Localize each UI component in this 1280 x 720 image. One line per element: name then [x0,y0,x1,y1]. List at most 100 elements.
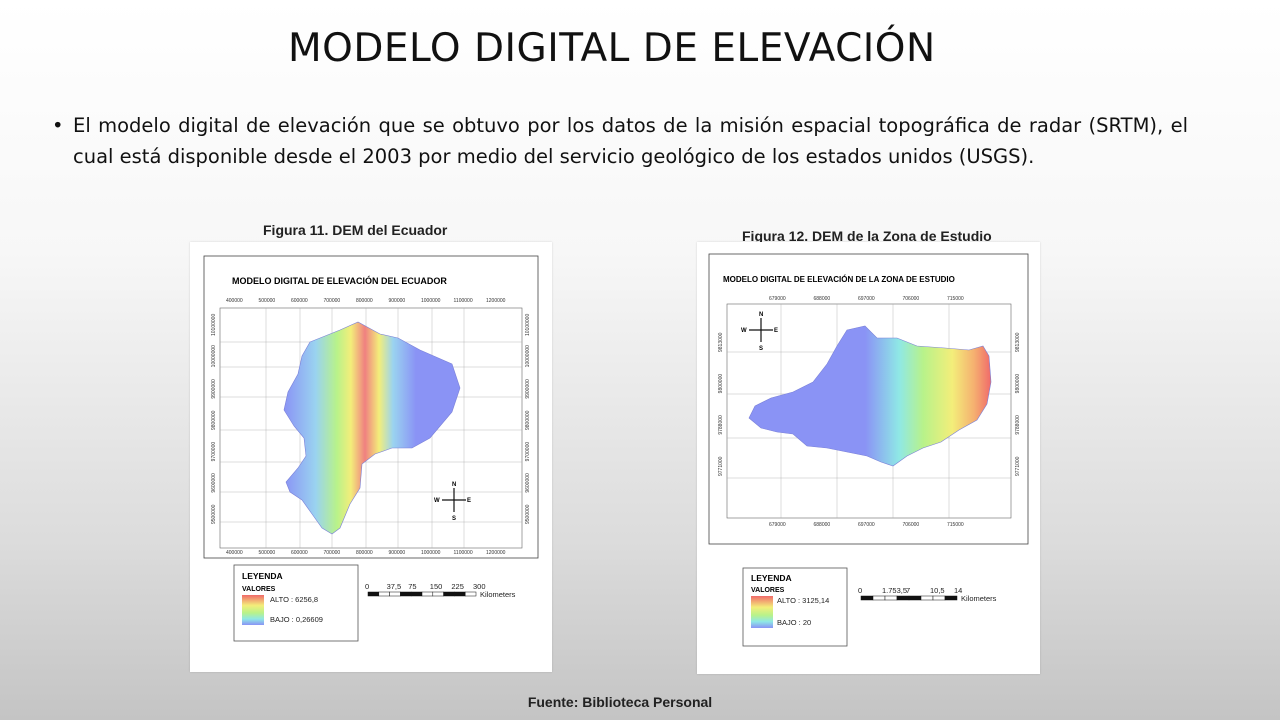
scale-tick-label: 7 [906,586,910,595]
bullet-paragraph: • El modelo digital de elevación que se … [52,110,1188,172]
svg-text:S: S [452,516,456,522]
x-tick-label: 600000 [291,550,308,556]
scale-bar-segment [421,591,434,597]
map-title: MODELO DIGITAL DE ELEVACIÓN DEL ECUADOR [232,275,447,286]
y-tick-label: 9700000 [525,442,531,462]
y-tick-label: 9500000 [211,504,217,524]
study-zone-dem-shape [748,325,992,467]
scale-bar-segment [443,591,455,597]
x-tick-label: 900000 [389,550,406,556]
x-tick-label: 697000 [858,296,875,302]
x-tick-label: 400000 [226,550,243,556]
svg-text:LEYENDA: LEYENDA [242,571,283,581]
x-tick-label: 706000 [903,296,920,302]
scale-bar-segment [400,591,412,597]
scale-tick-label: 0 [365,582,369,591]
figure-12-image: MODELO DIGITAL DE ELEVACIÓN DE LA ZONA D… [697,242,1040,674]
y-tick-label: 10000000 [211,345,217,367]
figure-11-caption: Figura 11. DEM del Ecuador [263,222,448,238]
scale-tick-label: 75 [408,582,416,591]
x-tick-label: 679000 [769,522,786,528]
y-tick-label: 9800000 [525,410,531,430]
y-tick-label: 9600000 [525,473,531,493]
source-note: Fuente: Biblioteca Personal [527,694,713,710]
svg-text:VALORES: VALORES [751,587,785,594]
slide-title: MODELO DIGITAL DE ELEVACIÓN [288,26,936,71]
x-tick-label: 688000 [814,296,831,302]
scale-bar-segment [932,595,946,601]
scale-tick-label: 14 [954,586,962,595]
scale-tick-label: 10,5 [930,586,945,595]
scale-bar-segment [378,591,390,597]
y-tick-label: 9771000 [1015,456,1021,476]
x-ticks-bottom: 400000 500000 600000 700000 800000 900000 1000… [226,550,506,556]
y-tick-label: 9813000 [1015,332,1021,352]
scale-tick-label: 300 [473,582,486,591]
scale-bar-segment [410,591,423,597]
compass-rose-icon: N S E W [741,312,778,352]
svg-text:ALTO : 3125,14: ALTO : 3125,14 [777,596,829,605]
y-tick-label: 9900000 [211,379,217,399]
y-tick-label: 10000000 [525,345,531,367]
map-title: MODELO DIGITAL DE ELEVACIÓN DE LA ZONA D… [723,275,955,284]
figure-12-caption: Figura 12. DEM de la Zona de Estudio [742,228,992,244]
x-tick-label: 679000 [769,296,786,302]
x-tick-label: 800000 [356,550,373,556]
svg-text:LEYENDA: LEYENDA [751,573,792,583]
y-tick-label: 9788000 [718,415,724,435]
x-tick-label: 800000 [356,298,373,304]
y-tick-label: 9500000 [525,504,531,524]
scale-unit-label: Kilometers [961,594,997,603]
y-tick-label: 9600000 [211,473,217,493]
x-ticks-top: 679000 688000 697000 706000 715000 [769,296,964,302]
svg-text:W: W [434,498,440,504]
compass-rose-icon: N S E W [434,482,471,522]
x-tick-label: 1000000 [421,298,441,304]
x-tick-label: 600000 [291,298,308,304]
x-tick-label: 697000 [858,522,875,528]
scale-tick-label: 1.753,5 [882,586,907,595]
bullet-dot-icon: • [52,114,64,137]
svg-text:E: E [467,498,471,504]
y-tick-label: 9800000 [211,410,217,430]
scale-bar-segment [908,595,922,601]
legend-color-ramp [751,596,773,628]
scale-bar-segment [944,595,958,601]
scale-bar-segment [432,591,444,597]
svg-text:BAJO : 20: BAJO : 20 [777,618,811,627]
y-tick-label: 9900000 [525,379,531,399]
x-tick-label: 706000 [903,522,920,528]
x-tick-label: 400000 [226,298,243,304]
legend-color-ramp [242,595,264,625]
scale-bar-segment [367,591,380,597]
y-tick-label: 9788000 [1015,415,1021,435]
x-tick-label: 700000 [324,298,341,304]
scale-bar-segment [860,595,874,601]
y-tick-label: 10100000 [211,314,217,336]
x-tick-label: 900000 [389,298,406,304]
y-ticks: 10100000 10100000 10000000 10000000 9900000 9… [211,314,531,524]
x-tick-label: 688000 [814,522,831,528]
y-tick-label: 10100000 [525,314,531,336]
scale-bar-segment [389,591,401,597]
scale-bar-segment [920,595,934,601]
bullet-text: El modelo digital de elevación que se ob… [73,114,1188,169]
svg-text:S: S [759,346,763,352]
x-ticks-bottom: 679000 688000 697000 706000 715000 [769,522,964,528]
y-tick-label: 9700000 [211,442,217,462]
x-ticks-top: 400000 500000 600000 700000 800000 900000 1000… [226,298,506,304]
scale-tick-label: 37,5 [387,582,402,591]
ecuador-dem-shape [283,321,461,535]
svg-text:VALORES: VALORES [242,586,276,593]
scale-tick-label: 150 [430,582,443,591]
x-tick-label: 500000 [259,298,276,304]
svg-text:ALTO : 6256,8: ALTO : 6256,8 [270,595,318,604]
y-ticks: 9813000 9813000 9800000 9800000 9788000 97880… [718,332,1021,476]
x-tick-label: 1100000 [454,550,473,556]
figure-11-image: MODELO DIGITAL DE ELEVACIÓN DEL ECUADOR … [190,242,552,672]
scale-tick-label: 225 [451,582,464,591]
scale-bar-segment [872,595,886,601]
y-tick-label: 9813000 [718,332,724,352]
